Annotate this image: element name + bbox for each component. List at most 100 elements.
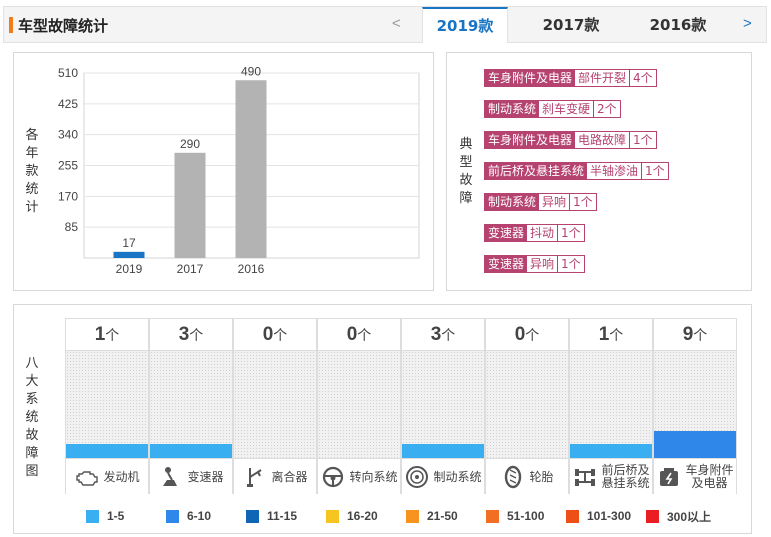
tab-2016[interactable]: 2016款	[649, 16, 707, 34]
legend-item: 21-50	[406, 508, 486, 524]
system-name: 转向系统	[349, 469, 398, 484]
system-level-bar	[402, 444, 484, 458]
system-label: 制动系统	[402, 458, 484, 495]
system-tire[interactable]: 0个 轮胎	[485, 318, 569, 495]
bar-value-label: 490	[241, 64, 261, 78]
count-value: 1	[94, 324, 106, 345]
title-accent-bar	[9, 17, 13, 33]
fault-item[interactable]: 变速器 异响 1个	[484, 255, 585, 273]
legend-item: 101-300	[566, 508, 646, 524]
legend-label: 1-5	[107, 509, 125, 523]
count-unit: 个	[525, 327, 540, 343]
system-count: 3个	[402, 319, 484, 351]
suspension-icon	[575, 469, 596, 486]
legend: 1-5 6-10 11-15 16-20 21-50 51-100 101-30…	[86, 508, 726, 524]
bar-value-label: 17	[122, 236, 136, 250]
system-name: 轮胎	[529, 469, 554, 484]
side-char: 计	[25, 200, 39, 215]
legend-label: 6-10	[187, 509, 212, 523]
yearly-bar-chart: 85 170 255 340 425 510 17 2019 290 2017 490 2016	[58, 64, 420, 276]
count-value: 0	[346, 324, 358, 345]
systems-side-label: 八 大 系 统 故 障 图	[25, 355, 39, 481]
system-steering[interactable]: 0个 转向系统	[317, 318, 401, 495]
legend-item: 16-20	[326, 508, 406, 524]
side-char: 障	[25, 446, 39, 461]
fault-description: 刹车变硬	[539, 101, 595, 117]
system-level-bar	[570, 444, 652, 458]
system-transmission[interactable]: 3个 变速器	[149, 318, 233, 495]
fault-item[interactable]: 车身附件及电器 部件开裂 4个	[484, 69, 657, 87]
y-tick-label: 85	[65, 220, 79, 234]
system-count: 0个	[486, 319, 568, 351]
legend-item: 1-5	[86, 508, 166, 524]
x-tick-label: 2016	[238, 262, 265, 276]
bar-value-label: 290	[180, 137, 200, 151]
system-label: 变速器	[150, 458, 232, 495]
system-level-bar	[150, 444, 232, 458]
system-name: 前后桥及	[601, 463, 650, 477]
chart-side-label: 各 年 款 统 计	[25, 127, 39, 217]
side-char: 统	[25, 410, 39, 425]
legend-item: 6-10	[166, 508, 246, 524]
page-title: 车型故障统计	[18, 17, 109, 35]
system-label: 转向系统	[318, 458, 400, 495]
fault-count: 1个	[558, 256, 584, 272]
count-value: 0	[514, 324, 526, 345]
prev-arrow-button[interactable]: <	[392, 15, 401, 32]
bar	[235, 80, 267, 258]
y-tick-label: 170	[58, 189, 78, 203]
side-char: 大	[25, 374, 39, 389]
legend-swatch	[86, 509, 99, 523]
bar	[113, 251, 145, 258]
system-label: 离合器	[234, 458, 316, 495]
system-label: 车身附件 及电器	[654, 458, 736, 495]
bar	[174, 152, 206, 258]
system-suspension[interactable]: 1个 前后桥及 悬挂系统	[569, 318, 653, 495]
fault-category: 前后桥及悬挂系统	[485, 163, 588, 179]
typical-faults-panel: 典 型 故 障 车身附件及电器 部件开裂 4个 制动系统 刹车变硬 2个 车身附件及电器…	[446, 52, 752, 291]
x-tick-label: 2017	[177, 262, 204, 276]
fault-item[interactable]: 变速器 抖动 1个	[484, 224, 585, 242]
tab-2019[interactable]: 2019款	[422, 7, 508, 43]
y-tick-label: 340	[58, 128, 78, 142]
fault-count: 1个	[558, 225, 584, 241]
fault-description: 抖动	[527, 225, 559, 241]
legend-item: 51-100	[486, 508, 566, 524]
y-tick-label: 510	[58, 66, 78, 80]
fault-stats-header: 车型故障统计 < 2019款 2017款 2016款 >	[3, 6, 767, 43]
side-char: 各	[25, 128, 39, 143]
fault-item[interactable]: 制动系统 刹车变硬 2个	[484, 100, 621, 118]
fault-count: 1个	[630, 132, 656, 148]
x-tick-label: 2019	[116, 262, 143, 276]
next-arrow-button[interactable]: >	[743, 15, 752, 32]
count-unit: 个	[105, 327, 120, 343]
engine-icon	[76, 471, 99, 486]
count-unit: 个	[189, 327, 204, 343]
system-level-area	[150, 351, 232, 458]
system-label: 前后桥及 悬挂系统	[570, 458, 652, 495]
system-brake[interactable]: 3个 制动系统	[401, 318, 485, 495]
y-tick-label: 255	[58, 159, 78, 173]
legend-item: 11-15	[246, 508, 326, 524]
system-count: 0个	[234, 319, 316, 351]
system-body-electrical[interactable]: 9个 车身附件 及电器	[653, 318, 737, 495]
fault-description: 部件开裂	[575, 70, 631, 86]
count-value: 1	[598, 324, 610, 345]
system-count: 1个	[66, 319, 148, 351]
fault-item[interactable]: 制动系统 异响 1个	[484, 193, 597, 211]
tab-2017[interactable]: 2017款	[542, 16, 600, 34]
count-value: 3	[178, 324, 190, 345]
fault-item[interactable]: 车身附件及电器 电路故障 1个	[484, 131, 657, 149]
fault-description: 电路故障	[575, 132, 631, 148]
y-tick-label: 425	[58, 97, 78, 111]
legend-swatch	[406, 509, 419, 523]
legend-label: 51-100	[507, 509, 545, 523]
fault-item[interactable]: 前后桥及悬挂系统 半轴渗油 1个	[484, 162, 669, 180]
system-clutch[interactable]: 0个 离合器	[233, 318, 317, 495]
side-char: 款	[25, 164, 39, 179]
fault-category: 制动系统	[485, 194, 540, 210]
system-engine[interactable]: 1个 发动机	[65, 318, 149, 495]
system-name: 车身附件	[685, 463, 734, 477]
fault-count: 2个	[594, 101, 620, 117]
system-name: 变速器	[187, 469, 224, 484]
